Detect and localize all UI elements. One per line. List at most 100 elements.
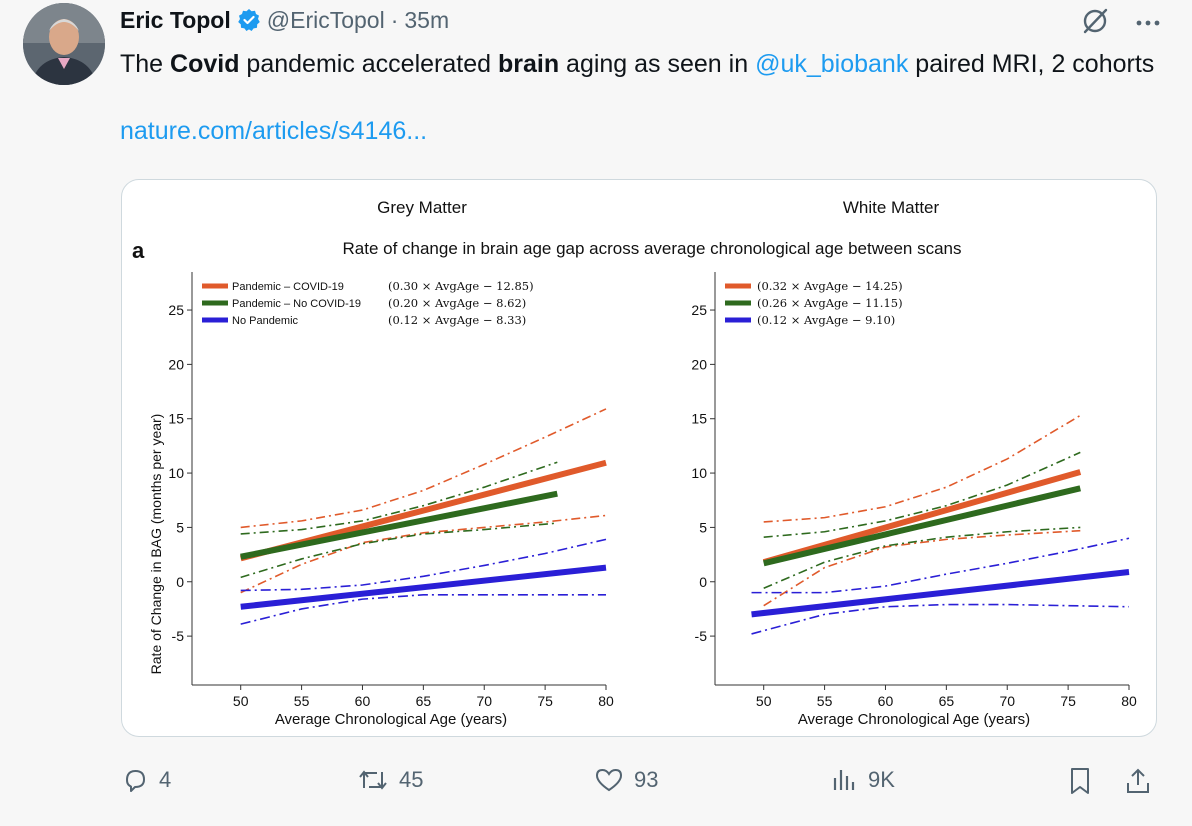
panel-2-title: White Matter xyxy=(843,198,940,217)
tweet-actions-bar: 4 45 93 9K xyxy=(0,760,1192,806)
panel-1-x-axis-label: Average Chronological Age (years) xyxy=(275,711,507,728)
views-button[interactable]: 9K xyxy=(830,766,895,794)
panel-1-legend-equation-2: (0.20 × AvgAge − 8.62) xyxy=(388,296,526,310)
tweet-bold-covid: Covid xyxy=(170,50,240,78)
panel-2-series-1-ci-lower xyxy=(763,529,1081,607)
timestamp[interactable]: 35m xyxy=(404,6,450,33)
panel-1-series-1-ci-upper xyxy=(240,408,607,529)
repost-button[interactable]: 45 xyxy=(357,766,423,794)
panel-2-series-1-ci-upper xyxy=(763,414,1081,523)
panel-2-y-tick-label: 15 xyxy=(691,411,707,427)
views-count: 9K xyxy=(868,767,895,792)
repost-icon xyxy=(359,770,387,790)
panel-2-y-tick-label: -5 xyxy=(695,628,708,644)
views-icon xyxy=(833,770,855,790)
panel-1-legend-equation-1: (0.30 × AvgAge − 12.85) xyxy=(388,279,534,293)
panel-1-legend-name-2: Pandemic – No COVID-19 xyxy=(232,298,361,310)
panel-2-x-tick-label: 75 xyxy=(1060,693,1076,709)
bookmark-button[interactable] xyxy=(1066,766,1094,796)
avatar[interactable] xyxy=(23,3,105,85)
like-button[interactable]: 93 xyxy=(594,766,658,794)
panel-label: a xyxy=(132,238,145,263)
panel-1-series-2-ci-upper xyxy=(240,461,558,535)
figure-image: a Rate of change in brain age gap across … xyxy=(132,198,1137,728)
panel-1-series-2-ci-lower xyxy=(240,522,558,579)
panel-1-series-1-ci-lower xyxy=(240,514,607,594)
panel-2-x-tick-label: 50 xyxy=(756,693,772,709)
tweet-top-actions xyxy=(1080,6,1162,41)
panel-1-y-tick-label: 10 xyxy=(168,465,184,481)
panel-2-legend-equation-2: (0.26 × AvgAge − 11.15) xyxy=(757,296,903,310)
panel-1-series-3-ci-lower xyxy=(240,593,606,625)
panel-2-series-2-ci-upper xyxy=(763,451,1081,538)
panel-2-y-tick-label: 5 xyxy=(699,519,707,535)
author-name[interactable]: Eric Topol xyxy=(120,6,231,33)
tweet-text: The Covid pandemic accelerated brain agi… xyxy=(120,46,1160,82)
panel-2-x-tick-label: 70 xyxy=(999,693,1015,709)
panel-1-title: Grey Matter xyxy=(377,198,467,217)
panel-2-series-2-ci-lower xyxy=(763,526,1081,590)
panel-1-x-tick-label: 70 xyxy=(476,693,492,709)
reply-icon xyxy=(126,770,145,792)
panel-2-x-tick-label: 60 xyxy=(878,693,894,709)
verified-badge-icon xyxy=(237,8,261,32)
tweet-text-part: The xyxy=(120,50,171,78)
panel-1-legend-equation-3: (0.12 × AvgAge − 8.33) xyxy=(388,313,526,327)
like-count: 93 xyxy=(634,767,659,792)
mention-link[interactable]: @uk_biobank xyxy=(755,50,909,78)
panel-1-series-3-line xyxy=(240,564,607,610)
repost-count: 45 xyxy=(399,767,424,792)
tweet-header: Eric Topol @EricTopol · 35m xyxy=(120,4,449,36)
tweet-text-part: paired MRI, 2 cohorts xyxy=(908,50,1155,78)
panel-2-y-tick-label: 20 xyxy=(691,356,707,372)
tweet-text-part: aging as seen in xyxy=(559,50,756,78)
panel-2-legend-equation-3: (0.12 × AvgAge − 9.10) xyxy=(757,313,895,327)
reply-count: 4 xyxy=(159,767,172,792)
tweet-text-part: pandemic accelerated xyxy=(239,50,498,78)
bookmark-icon xyxy=(1071,768,1089,794)
panel-2-x-tick-label: 80 xyxy=(1121,693,1137,709)
panel-1-x-tick-label: 80 xyxy=(598,693,614,709)
more-icon[interactable] xyxy=(1134,7,1162,40)
panel-2-series-3-ci-upper xyxy=(751,537,1130,594)
panel-1-y-tick-label: 0 xyxy=(176,574,184,590)
panel-1-x-tick-label: 55 xyxy=(294,693,310,709)
panel-1-y-tick-label: 15 xyxy=(168,411,184,427)
panel-2-series-2-line xyxy=(763,485,1081,567)
panel-1-legend-name-3: No Pandemic xyxy=(232,315,299,327)
share-button[interactable] xyxy=(1124,766,1152,796)
panel-1-x-tick-label: 75 xyxy=(537,693,553,709)
panel-1-x-tick-label: 60 xyxy=(355,693,371,709)
avatar-image xyxy=(23,3,105,85)
panel-2-series-1-line xyxy=(762,469,1082,566)
tweet-bold-brain: brain xyxy=(497,50,560,78)
reply-button[interactable]: 4 xyxy=(121,766,171,794)
panel-2-y-tick-label: 0 xyxy=(699,574,707,590)
article-link[interactable]: nature.com/articles/s4146... xyxy=(120,117,428,145)
panel-1-y-tick-label: 5 xyxy=(176,519,184,535)
figure-subtitle: Rate of change in brain age gap across a… xyxy=(342,239,961,258)
separator-dot: · xyxy=(390,6,399,33)
panel-2-x-axis-label: Average Chronological Age (years) xyxy=(798,711,1030,728)
panel-1-series-2-line xyxy=(240,490,558,560)
panel-1-y-tick-label: 20 xyxy=(168,356,184,372)
panel-2-series-3-ci-lower xyxy=(751,603,1130,635)
media-card[interactable]: a Rate of change in brain age gap across … xyxy=(121,179,1157,737)
panel-1-y-tick-label: -5 xyxy=(172,628,185,644)
panel-2-y-tick-label: 25 xyxy=(691,302,707,318)
panel-1-x-tick-label: 65 xyxy=(416,693,432,709)
panel-1-legend-name-1: Pandemic – COVID-19 xyxy=(232,281,344,293)
panel-2-x-tick-label: 55 xyxy=(817,693,833,709)
like-icon xyxy=(595,768,623,792)
panel-2-x-tick-label: 65 xyxy=(939,693,955,709)
author-handle[interactable]: @EricTopol xyxy=(266,6,385,33)
panel-1-x-tick-label: 50 xyxy=(233,693,249,709)
y-axis-label: Rate of Change in BAG (months per year) xyxy=(148,414,164,675)
share-icon xyxy=(1127,768,1149,793)
panel-2-series-3-line xyxy=(751,568,1130,618)
grok-slash-icon[interactable] xyxy=(1080,6,1110,41)
panel-1-series-3-ci-upper xyxy=(240,538,607,592)
panel-1-y-tick-label: 25 xyxy=(168,302,184,318)
panel-2-legend-equation-1: (0.32 × AvgAge − 14.25) xyxy=(757,279,903,293)
panel-2-y-tick-label: 10 xyxy=(691,465,707,481)
